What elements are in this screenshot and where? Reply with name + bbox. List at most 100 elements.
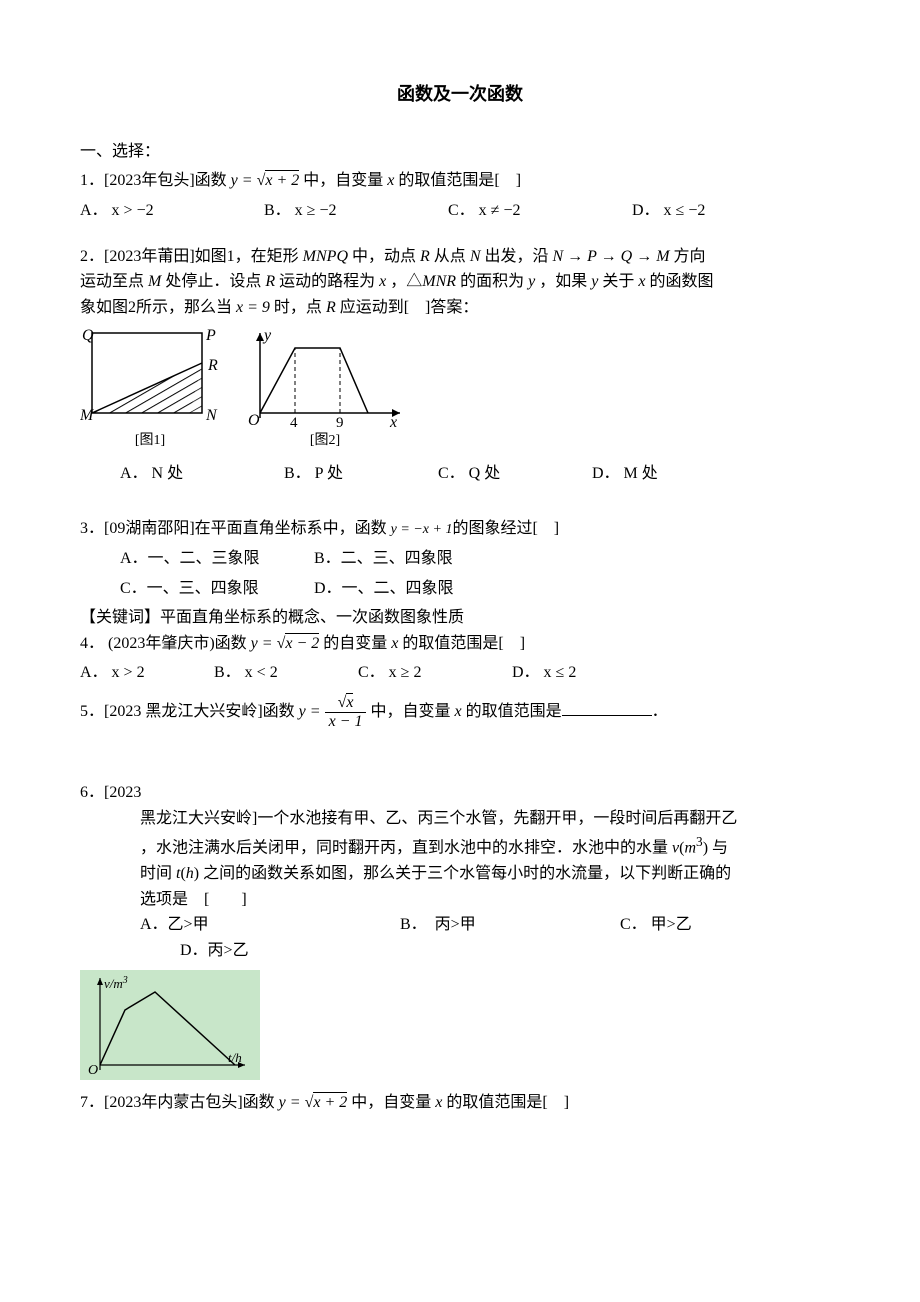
q3-optD: D．一、二、四象限: [314, 580, 454, 597]
q3-formula: y = −x + 1: [391, 522, 453, 537]
q2-l1b: 中，动点: [348, 248, 420, 265]
q2-R: R: [420, 248, 430, 265]
fig2-svg: O 4 9 x y: [240, 328, 410, 428]
question-6: 6．[2023 黑龙江大兴安岭]一个水池接有甲、乙、丙三个水管，先翻开甲，一段时…: [80, 780, 840, 963]
fig2-9: 9: [336, 415, 344, 428]
q7-stem-b: 中，自变量: [347, 1094, 435, 1111]
q2-l1d: 出发，沿: [480, 248, 552, 265]
q3-stem2: 的图象经过[ ]: [452, 520, 559, 537]
q7-radicand: x + 2: [313, 1092, 347, 1111]
question-3: 3．[09湖南邵阳]在平面直角坐标系中，函数 y = −x + 1的图象经过[ …: [80, 516, 840, 542]
q6-optC: C． 甲>乙: [620, 912, 780, 938]
q7-eq: =: [286, 1094, 305, 1111]
q4-stem-b: 的自变量: [319, 635, 391, 652]
q1-optC: C． x ≠ −2: [448, 198, 628, 224]
q1-stem-a: 1．[2023年包头]函数: [80, 172, 231, 189]
q4-stem-a: 4． (2023年肇庆市)函数: [80, 635, 251, 652]
q6-l3b: 之间的函数关系如图，那么关于三个水管每小时的水流量，以下判断正确的: [199, 865, 731, 882]
fig2-y: y: [262, 328, 272, 344]
q2-l2d: ，△: [386, 273, 422, 290]
q2-path: N → P → Q → M: [553, 248, 670, 265]
q3-optA: A．一、二、三象限: [120, 546, 310, 572]
q5-frac: √xx − 1: [325, 694, 367, 730]
fig1-P: P: [205, 328, 216, 344]
q2-figures: Q P R M N [图1] O 4 9 x y [图2]: [80, 328, 840, 452]
fig2-x: x: [389, 414, 397, 428]
q5-period: ．: [652, 703, 668, 720]
fig1-label: [图1]: [135, 430, 165, 452]
q3-options-row2: C．一、三、四象限 D．一、二、四象限: [80, 576, 840, 602]
q5-y: y: [299, 703, 306, 720]
q2-l3c: 应运动到[ ]答案：: [336, 299, 479, 316]
q2-MNPQ: MNPQ: [303, 248, 348, 265]
q5-den: x − 1: [325, 713, 367, 731]
fig3-t: t/h: [228, 1050, 242, 1065]
fig1-M: M: [80, 407, 95, 424]
q2-MNR: MNR: [422, 273, 456, 290]
q3-keyword: 【关键词】平面直角坐标系的概念、一次函数图象性质: [80, 605, 840, 631]
q6-m: m: [684, 840, 696, 857]
q2-l1a: 2．[2023年莆田]如图1，在矩形: [80, 248, 303, 265]
q4-eq: =: [258, 635, 277, 652]
q2-l2a: 运动至点: [80, 273, 148, 290]
section-header: 一、选择：: [80, 139, 840, 165]
q6-l1: 黑龙江大兴安岭]一个水池接有甲、乙、丙三个水管，先翻开甲，一段时间后再翻开乙: [140, 810, 737, 827]
q1-optA: A． x > −2: [80, 198, 260, 224]
q4-y: y: [251, 635, 258, 652]
fig2-O: O: [248, 412, 260, 428]
fig2-label: [图2]: [310, 430, 340, 452]
q4-optA: A． x > 2: [80, 660, 210, 686]
q2-l2b: 处停止．设点: [161, 273, 265, 290]
q5-stem-b: 中，自变量: [366, 703, 454, 720]
q5-stem-c: 的取值范围是: [462, 703, 562, 720]
q4-stem-c: 的取值范围是[ ]: [398, 635, 525, 652]
q2-options: A． N 处 B． P 处 C． Q 处 D． M 处: [80, 461, 840, 487]
q2-l2h: 的函数图: [645, 273, 713, 290]
q5-blank: [562, 715, 652, 716]
q2-M: M: [148, 273, 161, 290]
fig3-cube: 3: [122, 975, 128, 986]
fig3-O: O: [88, 1063, 98, 1078]
q6-l2b: 与: [708, 840, 728, 857]
q2-l2e: 的面积为: [456, 273, 528, 290]
q5-num-radicand: x: [346, 693, 353, 711]
figure-3: v/m3 O t/h: [80, 970, 260, 1080]
fig3-v: v/m: [104, 976, 123, 991]
q6-optB: B． 丙>甲: [400, 912, 620, 938]
q3-stem: 3．[09湖南邵阳]在平面直角坐标系中，函数: [80, 520, 391, 537]
q5-eq: =: [306, 703, 325, 720]
q2-N: N: [470, 248, 481, 265]
q2-l3b: 时，点: [270, 299, 326, 316]
q4-radicand: x − 2: [285, 633, 319, 652]
q2-l2g: 关于: [598, 273, 638, 290]
q4-optC: C． x ≥ 2: [358, 660, 508, 686]
page-title: 函数及一次函数: [80, 80, 840, 109]
q6-body: 黑龙江大兴安岭]一个水池接有甲、乙、丙三个水管，先翻开甲，一段时间后再翻开乙 ，…: [80, 806, 840, 913]
q6-l2a: ，水池注满水后关闭甲，同时翻开丙，直到水池中的水排空．水池中的水量: [140, 840, 672, 857]
fig1-svg: Q P R M N: [80, 328, 220, 428]
q6-l4: 选项是 [ ]: [140, 891, 247, 908]
q2-optB: B． P 处: [284, 461, 434, 487]
q6-l3a: 时间: [140, 865, 176, 882]
q1-optD: D． x ≤ −2: [632, 198, 812, 224]
fig3-svg: v/m3 O t/h: [80, 970, 260, 1080]
fig2-4: 4: [290, 415, 298, 428]
q2-xval: x = 9: [236, 299, 270, 316]
q7-stem-c: 的取值范围是[ ]: [442, 1094, 569, 1111]
q3-optB: B．二、三、四象限: [314, 550, 453, 567]
q6-options: A．乙>甲 B． 丙>甲 C． 甲>乙 D．丙>乙: [80, 912, 840, 963]
question-2: 2．[2023年莆田]如图1，在矩形 MNPQ 中，动点 R 从点 N 出发，沿…: [80, 244, 840, 321]
q3-optC: C．一、三、四象限: [120, 576, 310, 602]
q1-optB: B． x ≥ −2: [264, 198, 444, 224]
q4-optB: B． x < 2: [214, 660, 354, 686]
q2-l1e: 方向: [670, 248, 706, 265]
q6-optA: A．乙>甲: [140, 912, 400, 938]
svg-text:v/m3: v/m3: [104, 975, 128, 991]
q1-radicand: x + 2: [265, 170, 299, 189]
q1-stem-c: 的取值范围是[ ]: [394, 172, 521, 189]
figure-1: Q P R M N [图1]: [80, 328, 220, 452]
q2-R3: R: [326, 299, 336, 316]
q2-optA: A． N 处: [120, 461, 280, 487]
q2-optC: C． Q 处: [438, 461, 588, 487]
q6-cube: 3: [696, 834, 703, 849]
